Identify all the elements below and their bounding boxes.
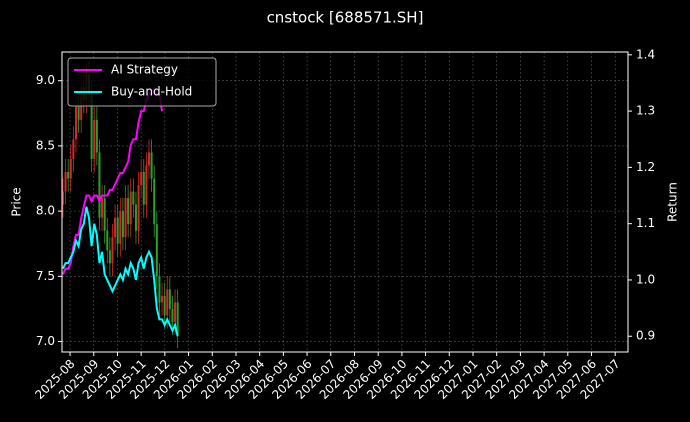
y-tick-label: 7.5 xyxy=(36,269,55,283)
candle-body xyxy=(137,185,140,231)
legend-label: AI Strategy xyxy=(111,63,178,77)
candle-body xyxy=(64,172,67,192)
candle-body xyxy=(116,217,119,244)
candle-body xyxy=(150,152,153,179)
candle-body xyxy=(127,198,130,225)
candle-body xyxy=(106,230,109,251)
candle-body xyxy=(176,302,179,336)
candle-body xyxy=(74,106,77,140)
candle-body xyxy=(111,237,114,264)
candle-body xyxy=(124,198,127,238)
plot-frame xyxy=(61,51,629,353)
candle-body xyxy=(101,198,104,218)
candle-body xyxy=(171,308,174,322)
y2-tick-label: 1.0 xyxy=(636,272,655,286)
candle-body xyxy=(93,119,96,159)
candle-body xyxy=(95,119,98,153)
y-tick-label: 9.0 xyxy=(36,73,55,87)
y-axis-label: Price xyxy=(10,187,24,216)
y2-tick-label: 1.3 xyxy=(636,104,655,118)
candle-body xyxy=(77,106,80,120)
legend-box xyxy=(67,57,217,107)
candle-body xyxy=(142,172,145,205)
candle-body xyxy=(90,93,93,159)
candle-body xyxy=(114,217,117,238)
candle-body xyxy=(103,198,106,231)
candle-body xyxy=(161,295,164,303)
candle-body xyxy=(134,204,137,231)
candle-body xyxy=(147,152,150,166)
candle-body xyxy=(98,152,101,218)
candle-body xyxy=(129,191,132,225)
candle-body xyxy=(166,289,169,316)
candle-body xyxy=(168,289,171,309)
candle-body xyxy=(121,211,124,238)
candle-body xyxy=(163,295,166,316)
candle-body xyxy=(69,158,72,179)
y2-tick-label: 1.4 xyxy=(636,47,655,61)
candle-body xyxy=(119,211,122,244)
y2-tick-label: 1.2 xyxy=(636,160,655,174)
y-tick-label: 8.5 xyxy=(36,138,55,152)
legend: AI Strategy Buy-and-Hold xyxy=(67,57,217,107)
candle-body xyxy=(61,191,64,205)
candle-body xyxy=(72,139,75,159)
y2-tick-label: 0.9 xyxy=(636,329,655,343)
candle-body xyxy=(132,191,135,205)
chart-title: cnstock [688571.SH] xyxy=(267,9,424,27)
candle-body xyxy=(155,224,158,277)
candle-body xyxy=(67,172,70,179)
y2-axis-label: Return xyxy=(666,182,680,222)
legend-label: Buy-and-Hold xyxy=(111,85,192,99)
series-line xyxy=(62,206,179,337)
candle-body xyxy=(158,276,161,303)
candle-body xyxy=(174,302,177,322)
candle-body xyxy=(108,250,111,264)
y-tick-label: 7.0 xyxy=(36,334,55,348)
candle-body xyxy=(145,165,148,205)
candle-body xyxy=(153,178,156,225)
y2-tick-label: 1.1 xyxy=(636,216,655,230)
y-tick-label: 8.0 xyxy=(36,204,55,218)
candle-body xyxy=(140,172,143,186)
